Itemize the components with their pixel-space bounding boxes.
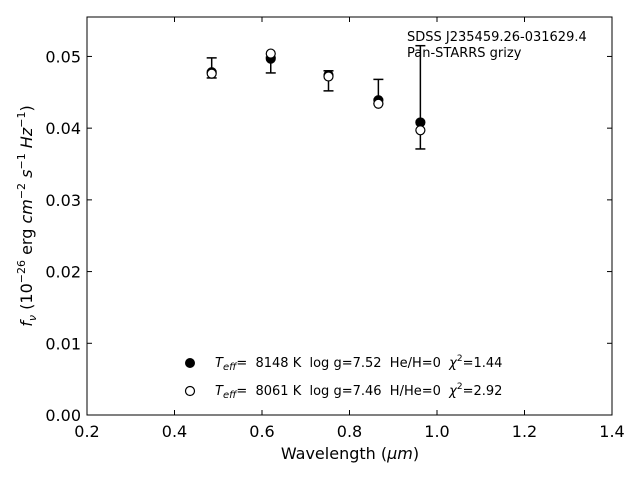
x-tick-label: 0.2	[74, 422, 99, 441]
y-tick-label: 0.03	[45, 191, 81, 210]
x-tick-label: 1.2	[512, 422, 537, 441]
data-point-open	[265, 48, 276, 59]
legend-label-da: Teff= 8148 K log g=7.52 He/H=0 χ2=1.44	[215, 354, 502, 373]
y-axis-title: fν (10−26 erg cm−2 s−1 Hz−1)	[15, 105, 39, 326]
legend-label-db: Teff= 8061 K log g=7.46 H/He=0 χ2=2.92	[215, 382, 502, 401]
ticks-group: 0.2 0.4 0.6 0.8 1.0 1.2 1.4 0.00 0.01 0.02 0.03 0.0…	[45, 17, 625, 441]
legend-marker-open	[184, 385, 196, 397]
y-tick-label: 0.05	[45, 47, 81, 66]
y-tick-label: 0.01	[45, 334, 81, 353]
annotation-survey-name: Pan-STARRS grizy	[407, 46, 522, 61]
x-tick-label: 0.6	[249, 422, 274, 441]
legend-marker-filled	[185, 358, 195, 368]
data-point-open	[415, 125, 426, 136]
legend: Teff= 8148 K log g=7.52 He/H=0 χ2=1.44 T…	[184, 354, 502, 401]
x-axis-title: Wavelength (μm)	[281, 444, 419, 463]
y-tick-label: 0.04	[45, 119, 81, 138]
data-point-open	[206, 68, 217, 79]
data-point-open	[323, 71, 334, 82]
data-point-open	[373, 98, 384, 109]
x-tick-label: 0.4	[162, 422, 187, 441]
y-tick-label: 0.00	[45, 406, 81, 425]
annotation-object-name: SDSS J235459.26-031629.4	[407, 30, 587, 45]
x-tick-label: 1.0	[424, 422, 449, 441]
y-tick-label: 0.02	[45, 263, 81, 282]
points-group	[206, 48, 426, 136]
errorbars-group	[206, 44, 426, 150]
x-tick-label: 1.4	[599, 422, 624, 441]
x-tick-label: 0.8	[337, 422, 362, 441]
